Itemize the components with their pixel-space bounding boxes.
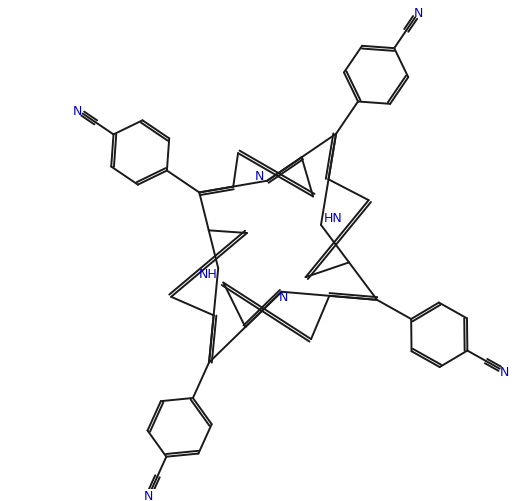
Text: NH: NH <box>199 267 218 280</box>
Text: N: N <box>254 170 264 183</box>
Text: N: N <box>414 7 423 20</box>
Text: N: N <box>73 105 82 118</box>
Text: HN: HN <box>323 211 342 224</box>
Text: N: N <box>144 489 153 501</box>
Text: N: N <box>279 291 288 304</box>
Text: N: N <box>500 365 509 378</box>
